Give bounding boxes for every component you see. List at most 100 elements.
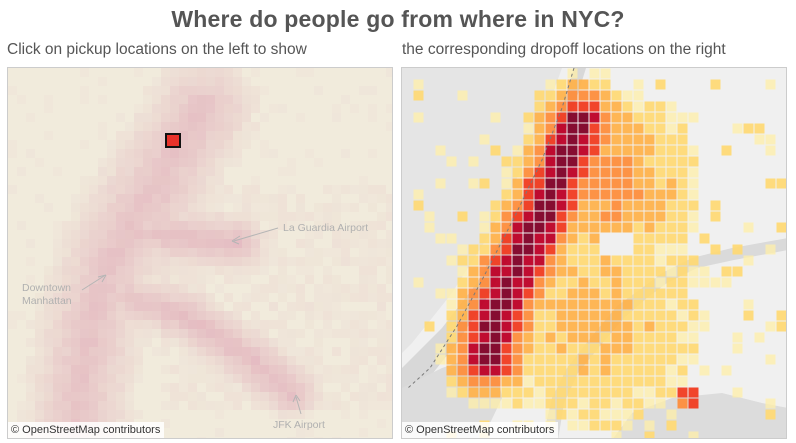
pickup-cell[interactable] (233, 203, 242, 212)
pickup-cell[interactable] (179, 212, 188, 221)
pickup-cell[interactable] (134, 356, 143, 365)
pickup-cell[interactable] (251, 284, 260, 293)
pickup-cell[interactable] (89, 392, 98, 401)
pickup-cell[interactable] (314, 158, 323, 167)
pickup-cell[interactable] (233, 230, 242, 239)
pickup-cell[interactable] (53, 275, 62, 284)
pickup-cell[interactable] (197, 194, 206, 203)
pickup-cell[interactable] (170, 158, 179, 167)
pickup-cell[interactable] (143, 194, 152, 203)
pickup-cell[interactable] (80, 392, 89, 401)
pickup-cell[interactable] (278, 203, 287, 212)
pickup-cell[interactable] (161, 77, 170, 86)
pickup-cell[interactable] (296, 194, 305, 203)
pickup-cell[interactable] (116, 113, 125, 122)
pickup-cell[interactable] (152, 293, 161, 302)
pickup-cell[interactable] (125, 329, 134, 338)
pickup-cell[interactable] (251, 212, 260, 221)
pickup-cell[interactable] (296, 113, 305, 122)
pickup-cell[interactable] (197, 203, 206, 212)
pickup-cell[interactable] (359, 293, 368, 302)
pickup-cell[interactable] (341, 311, 350, 320)
pickup-cell[interactable] (296, 212, 305, 221)
pickup-cell[interactable] (143, 293, 152, 302)
pickup-cell[interactable] (125, 194, 134, 203)
pickup-cell[interactable] (89, 293, 98, 302)
pickup-cell[interactable] (332, 302, 341, 311)
pickup-cell[interactable] (62, 383, 71, 392)
pickup-cell[interactable] (206, 275, 215, 284)
pickup-cell[interactable] (251, 86, 260, 95)
pickup-cell[interactable] (161, 248, 170, 257)
pickup-cell[interactable] (332, 239, 341, 248)
pickup-cell[interactable] (161, 167, 170, 176)
pickup-cell[interactable] (35, 392, 44, 401)
pickup-cell[interactable] (224, 140, 233, 149)
pickup-cell[interactable] (71, 356, 80, 365)
pickup-cell[interactable] (89, 257, 98, 266)
pickup-cell[interactable] (125, 401, 134, 410)
pickup-cell[interactable] (215, 167, 224, 176)
pickup-cell[interactable] (350, 347, 359, 356)
pickup-cell[interactable] (206, 311, 215, 320)
pickup-cell[interactable] (314, 284, 323, 293)
pickup-cell[interactable] (107, 338, 116, 347)
pickup-cell[interactable] (386, 239, 393, 248)
pickup-cell[interactable] (215, 311, 224, 320)
pickup-cell[interactable] (62, 410, 71, 419)
pickup-cell[interactable] (377, 338, 386, 347)
pickup-cell[interactable] (224, 221, 233, 230)
pickup-cell[interactable] (269, 275, 278, 284)
pickup-cell[interactable] (368, 203, 377, 212)
pickup-cell[interactable] (188, 95, 197, 104)
pickup-cell[interactable] (134, 410, 143, 419)
pickup-cell[interactable] (107, 311, 116, 320)
pickup-cell[interactable] (197, 113, 206, 122)
pickup-cell[interactable] (215, 365, 224, 374)
pickup-cell[interactable] (179, 194, 188, 203)
pickup-cell[interactable] (278, 311, 287, 320)
pickup-cell[interactable] (224, 392, 233, 401)
pickup-cell[interactable] (377, 374, 386, 383)
pickup-cell[interactable] (242, 338, 251, 347)
pickup-cell[interactable] (377, 347, 386, 356)
pickup-cell[interactable] (377, 392, 386, 401)
pickup-cell[interactable] (35, 401, 44, 410)
pickup-cell[interactable] (98, 248, 107, 257)
pickup-cell[interactable] (53, 320, 62, 329)
pickup-cell[interactable] (332, 374, 341, 383)
pickup-cell[interactable] (269, 347, 278, 356)
pickup-cell[interactable] (161, 365, 170, 374)
pickup-cell[interactable] (278, 266, 287, 275)
pickup-cell[interactable] (314, 347, 323, 356)
pickup-cell[interactable] (251, 347, 260, 356)
pickup-cell[interactable] (98, 302, 107, 311)
pickup-cell[interactable] (215, 320, 224, 329)
pickup-cell[interactable] (386, 248, 393, 257)
pickup-cell[interactable] (323, 212, 332, 221)
pickup-cell[interactable] (206, 185, 215, 194)
pickup-cell[interactable] (350, 329, 359, 338)
pickup-cell[interactable] (71, 383, 80, 392)
pickup-cell[interactable] (197, 311, 206, 320)
pickup-cell[interactable] (62, 266, 71, 275)
pickup-cell[interactable] (161, 302, 170, 311)
pickup-cell[interactable] (134, 203, 143, 212)
pickup-cell[interactable] (161, 293, 170, 302)
pickup-cell[interactable] (89, 212, 98, 221)
pickup-cell[interactable] (269, 410, 278, 419)
pickup-cell[interactable] (206, 140, 215, 149)
pickup-cell[interactable] (71, 257, 80, 266)
pickup-cell[interactable] (17, 221, 26, 230)
pickup-cell[interactable] (215, 221, 224, 230)
pickup-cell[interactable] (98, 356, 107, 365)
pickup-cell[interactable] (314, 311, 323, 320)
pickup-cell[interactable] (152, 176, 161, 185)
pickup-cell[interactable] (251, 221, 260, 230)
pickup-cell[interactable] (224, 149, 233, 158)
pickup-cell[interactable] (206, 221, 215, 230)
pickup-cell[interactable] (71, 338, 80, 347)
pickup-cell[interactable] (197, 86, 206, 95)
pickup-cell[interactable] (377, 185, 386, 194)
pickup-cell[interactable] (386, 203, 393, 212)
